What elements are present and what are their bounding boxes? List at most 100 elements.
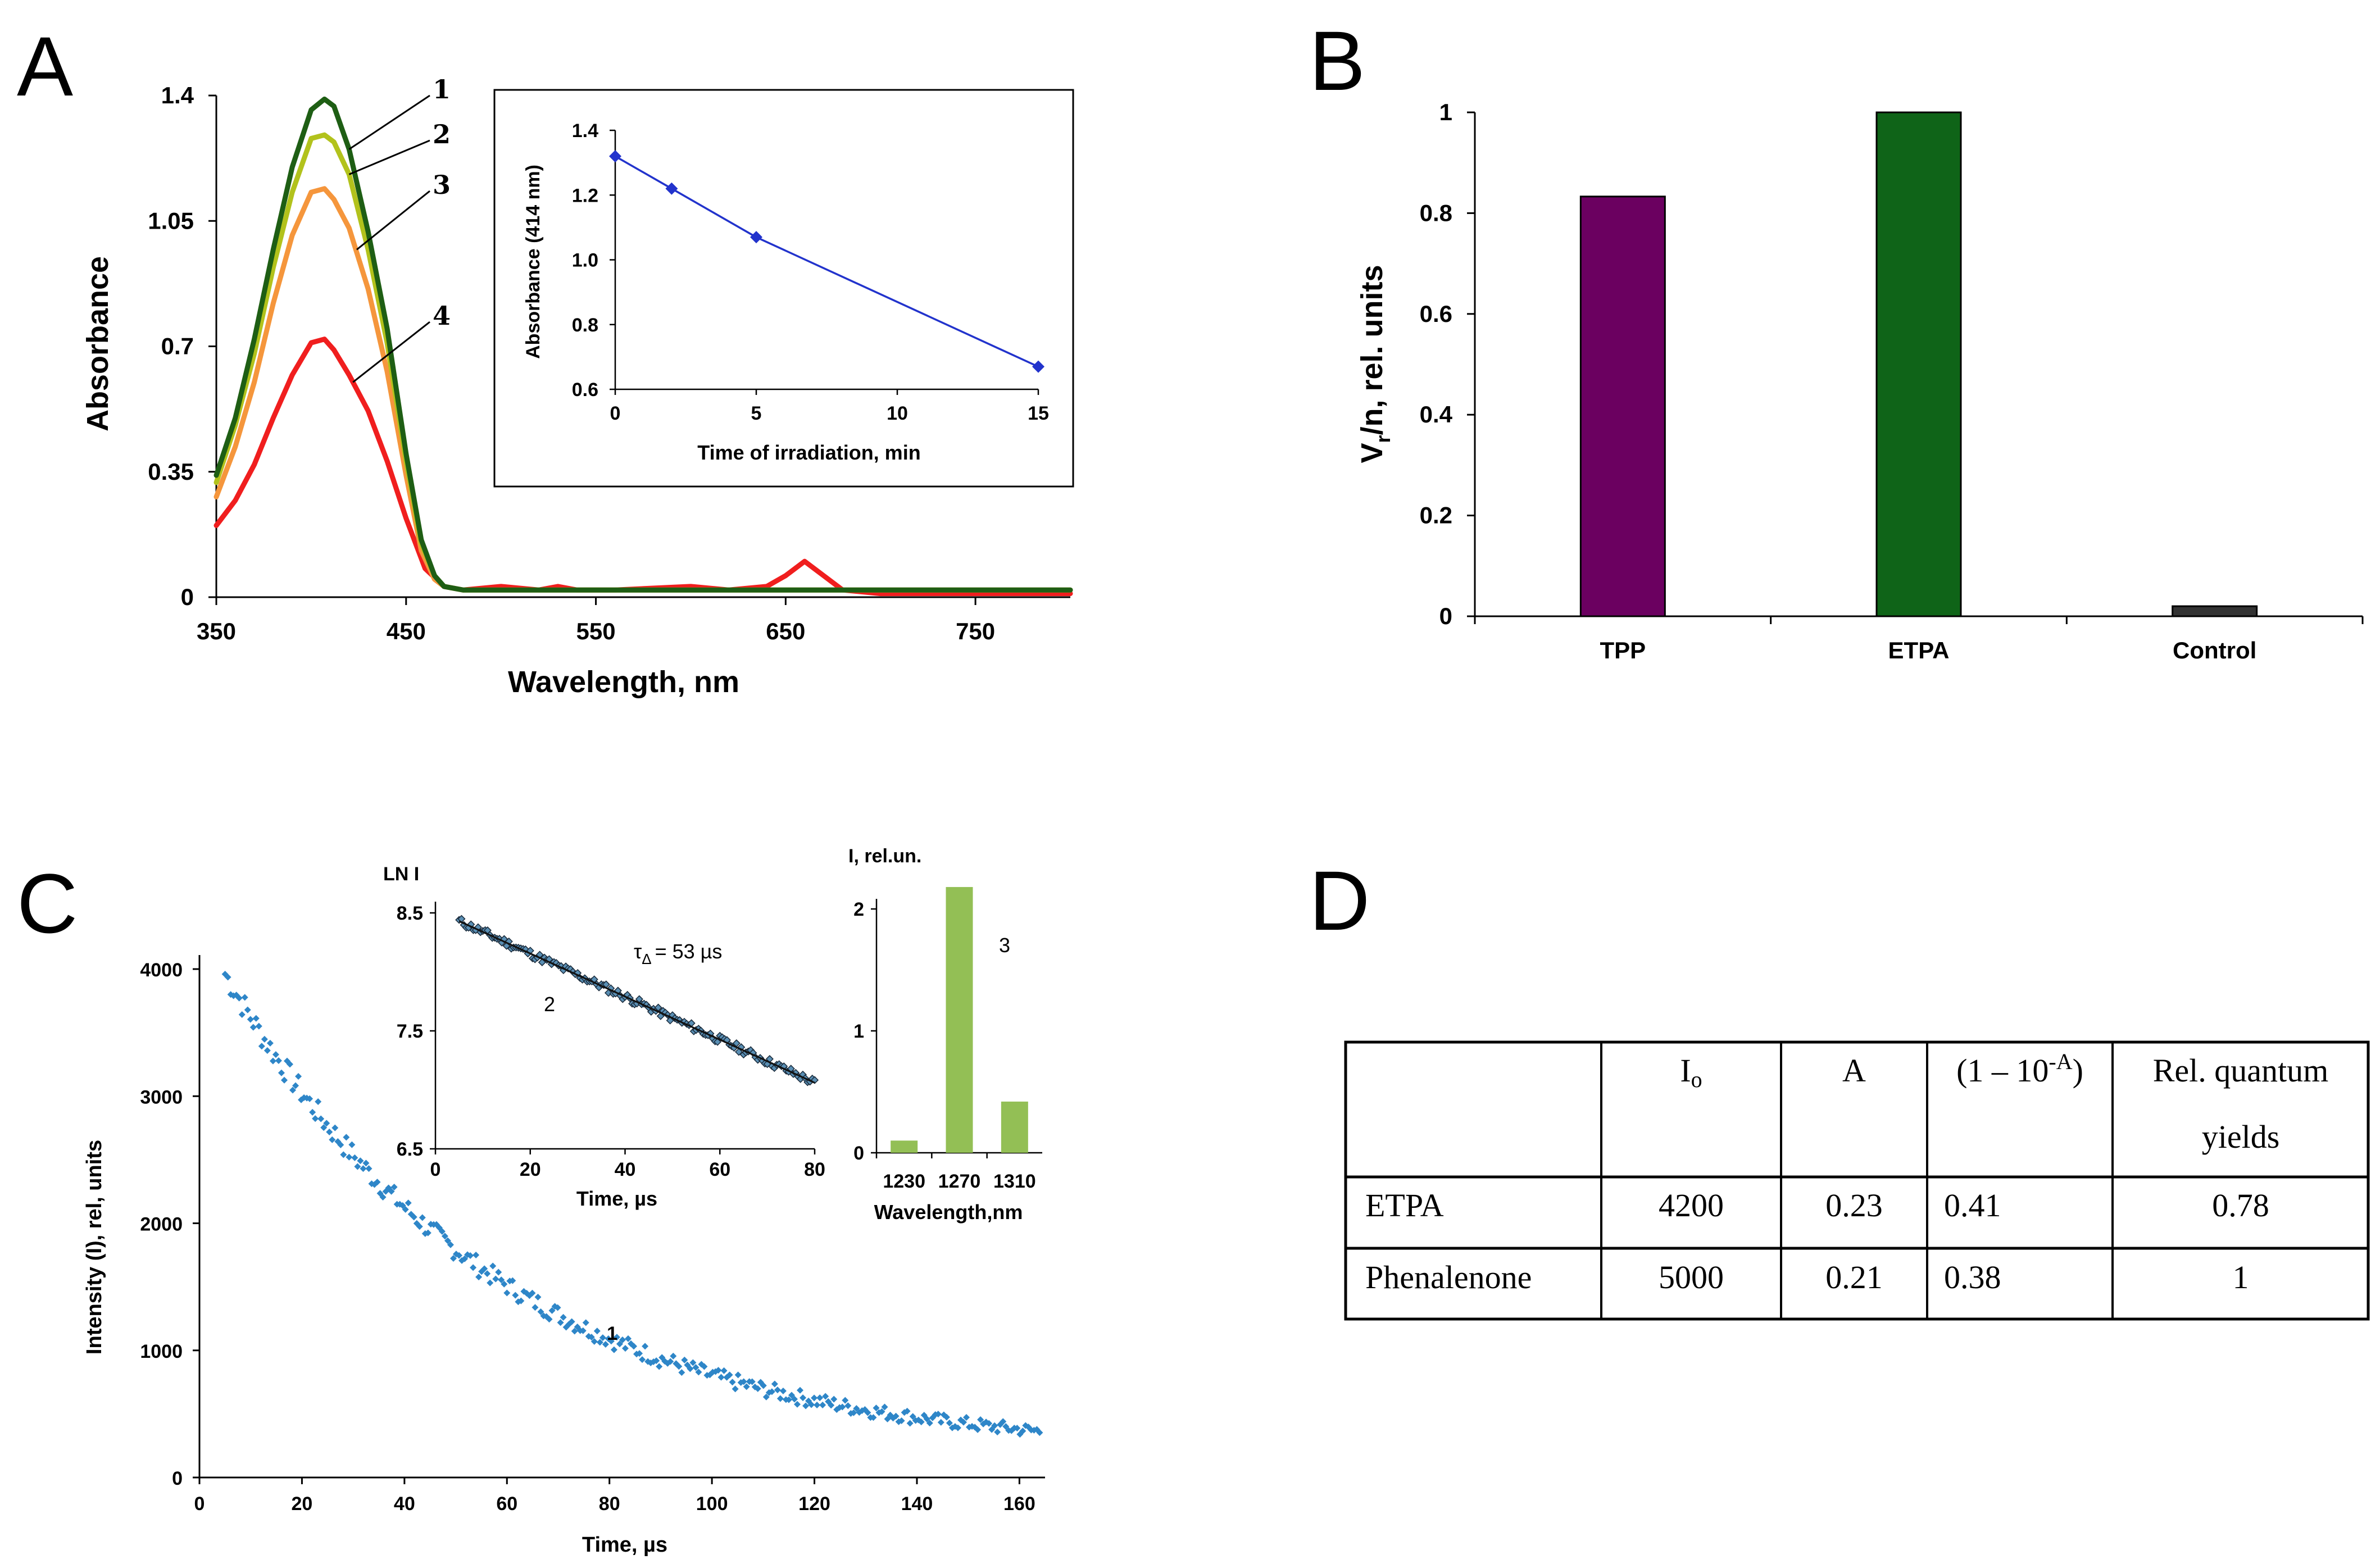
panel-c-data-point	[402, 1206, 409, 1213]
panel-c-data-point	[974, 1426, 982, 1433]
panel-c-data-point	[596, 1339, 603, 1346]
panel-c-data-point	[636, 1350, 643, 1357]
panel-a-inset-point	[609, 150, 621, 163]
panel-c-data-point	[275, 1057, 282, 1064]
panel-c-data-point	[695, 1368, 702, 1376]
panel-c-data-point	[791, 1395, 798, 1403]
panel-c-letter: C	[17, 856, 78, 951]
panel-b-bar-control	[2172, 605, 2258, 617]
panel-c-data-point	[495, 1269, 502, 1276]
panel-c-data-point	[873, 1404, 880, 1412]
panel-c-data-point	[484, 1270, 491, 1277]
panel-c-data-point	[943, 1413, 950, 1421]
table-cell-yield: 0.78	[2212, 1187, 2269, 1224]
panel-c-data-point	[444, 1237, 451, 1244]
panel-c-tau-sub: Δ	[642, 951, 651, 967]
panel-c-y-ticks: 0 1000 2000 3000 4000	[140, 960, 199, 1489]
panel-c-data-point	[701, 1363, 708, 1370]
panel-a-inset-frame	[493, 89, 1074, 488]
table-header-a: A	[1842, 1052, 1866, 1089]
panel-a-inset-series	[609, 150, 1044, 373]
panel-a-inset-x-ticks: 0 5 10 15	[610, 389, 1049, 424]
panel-c-data-point	[822, 1393, 829, 1400]
panel-c-data-point	[295, 1072, 302, 1080]
panel-c-data-point	[624, 1335, 632, 1342]
panel-c-data-point	[489, 1262, 497, 1270]
panel-c-data-point	[692, 1364, 700, 1371]
panel-c-data-point	[424, 1229, 432, 1236]
panel-c-ln-curve-label: 2	[544, 993, 555, 1016]
panel-c-data-point	[374, 1179, 381, 1186]
panel-c-data-point	[599, 1334, 606, 1342]
panel-a-inset-x-tick-label: 0	[610, 403, 621, 424]
panel-c-data-point	[306, 1095, 314, 1102]
table-header-pow-exp: -A	[2049, 1049, 2072, 1074]
panel-b-category-labels: TPP ETPA Control	[1600, 637, 2256, 663]
panel-c-data-point	[548, 1307, 556, 1314]
panel-c-data-point	[475, 1274, 483, 1281]
panel-c-data-point	[934, 1411, 942, 1418]
panel-a-y-tick-label: 0.35	[148, 458, 194, 485]
panel-c-data-point	[360, 1165, 367, 1172]
panel-c-data-point	[557, 1319, 564, 1326]
panel-c-data-point	[405, 1199, 412, 1207]
panel-c-data-point	[1036, 1429, 1043, 1436]
panel-a-curve-labels: 1 2 3 4	[348, 74, 451, 383]
panel-c-data-point	[853, 1405, 860, 1412]
panel-c-data-point	[844, 1402, 852, 1410]
table-cell-transmittance: 0.38	[1944, 1259, 2001, 1295]
panel-c-data-point	[918, 1418, 925, 1426]
panel-c-data-point	[529, 1289, 536, 1297]
panel-c-data-point	[379, 1193, 387, 1201]
panel-c-data-point	[726, 1371, 733, 1379]
panel-a-y-label: Absorbance	[81, 256, 115, 431]
panel-c-data-point	[802, 1402, 810, 1410]
panel-c-data-point	[280, 1076, 288, 1084]
panel-c-y-tick-label: 4000	[140, 960, 183, 981]
panel-b-category-label: ETPA	[1888, 637, 1950, 663]
panel-c-data-point	[560, 1313, 567, 1321]
panel-c-data-point	[292, 1082, 299, 1089]
panel-c-data-point	[800, 1394, 807, 1402]
panel-c-data-point	[670, 1352, 677, 1360]
panel-c-data-point	[487, 1279, 494, 1286]
panel-c-data-point	[269, 1057, 276, 1065]
panel-c-data-point	[630, 1343, 638, 1350]
panel-c-spectrum-y-ticks: 0 1 2	[853, 899, 876, 1164]
panel-c-data-point	[224, 974, 231, 981]
panel-c-ln-inset: 6.5 7.5 8.5 0 20 40 60 80 LN I Time, µs 2 τΔ = …	[383, 863, 825, 1210]
table-header-pow-base: (1 – 10	[1956, 1052, 2049, 1089]
panel-c-x-ticks: 0 20 40 60 80 100 120 140 160	[194, 1477, 1035, 1515]
panel-c-data-point	[241, 994, 248, 1001]
panel-c-data-point	[991, 1422, 998, 1429]
panel-c-spectrum-category-label: 1230	[883, 1171, 925, 1192]
panel-c-data-point	[261, 1035, 268, 1043]
panel-c-data-point	[337, 1141, 344, 1148]
table-header-transmittance: (1 – 10-A)	[1956, 1049, 2083, 1089]
panel-c-ln-x-tick-label: 20	[520, 1159, 541, 1180]
panel-c-data-point	[252, 1015, 260, 1022]
panel-c-data-point	[343, 1134, 350, 1141]
panel-b-y-tick-label: 1	[1439, 99, 1452, 125]
panel-a-y-tick-label: 0	[181, 584, 194, 610]
panel-c-spectrum-inset: 0 1 2 1230 1270 1310 I, rel.un. Wavelength,n…	[848, 845, 1042, 1224]
panel-c-data-point	[960, 1418, 967, 1426]
panel-c-data-point	[878, 1408, 885, 1415]
panel-a-y-tick-label: 1.05	[148, 207, 194, 234]
panel-b-category-label: TPP	[1600, 637, 1646, 663]
panel-a-inset-y-tick-label: 1.2	[572, 185, 598, 206]
panel-a-inset-y-label: Absorbance (414 nm)	[523, 165, 544, 359]
panel-a-y-ticks: 0 0.35 0.7 1.05 1.4	[148, 82, 216, 610]
panel-c-points	[221, 970, 1043, 1438]
panel-c-data-point	[554, 1304, 561, 1311]
panel-c-ln-y-tick-label: 8.5	[397, 903, 423, 924]
panel-c-data-point	[244, 1006, 251, 1013]
panel-c-data-point	[509, 1277, 516, 1284]
panel-c-data-point	[754, 1385, 761, 1392]
panel-a-inset-x-label: Time of irradiation, min	[697, 441, 920, 464]
table-cell-name: Phenalenone	[1365, 1259, 1532, 1295]
panel-c-data-point	[470, 1264, 477, 1271]
panel-c-data-point	[571, 1327, 578, 1335]
